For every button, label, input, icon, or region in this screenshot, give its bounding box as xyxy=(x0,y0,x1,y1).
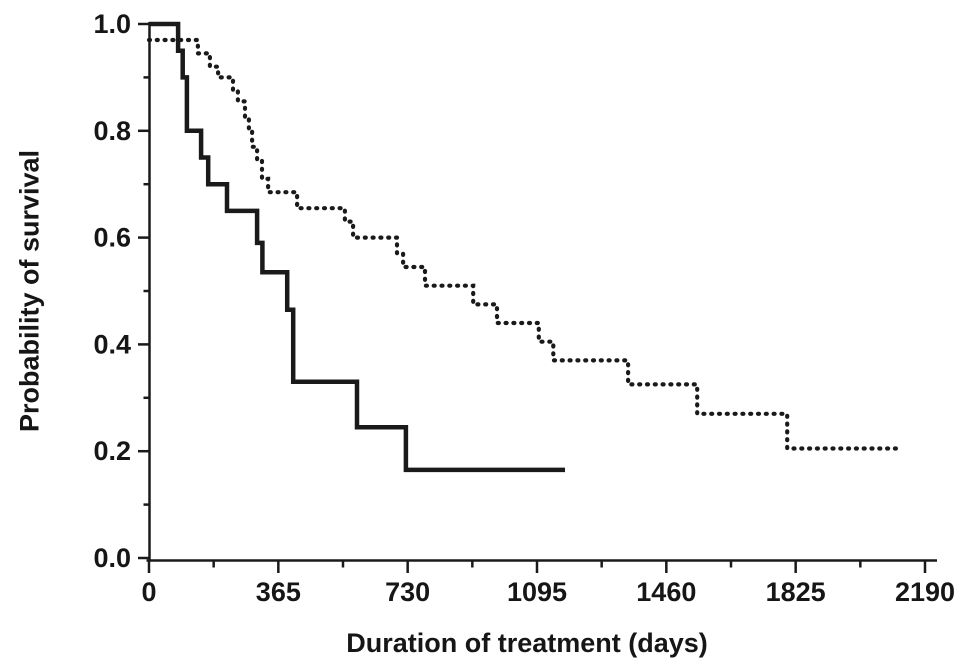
x-axis-title: Duration of treatment (days) xyxy=(346,628,708,658)
x-tick-label: 730 xyxy=(385,577,430,607)
x-tick-label: 1095 xyxy=(507,577,567,607)
y-tick-label: 0.4 xyxy=(93,329,131,359)
x-tick-label: 365 xyxy=(256,577,301,607)
y-tick-label: 0.6 xyxy=(93,223,131,253)
x-tick-label: 1825 xyxy=(766,577,826,607)
x-tick-label: 2190 xyxy=(895,577,955,607)
solid-curve xyxy=(149,21,565,473)
y-tick-label: 1.0 xyxy=(93,9,131,39)
y-tick-label: 0.0 xyxy=(93,543,131,573)
x-tick-label: 0 xyxy=(141,577,156,607)
x-tick-label: 1460 xyxy=(636,577,696,607)
y-tick-label: 0.2 xyxy=(93,436,131,466)
y-tick-label: 0.8 xyxy=(93,116,131,146)
dotted-curve xyxy=(146,37,901,451)
y-axis-title: Probability of survival xyxy=(14,149,45,433)
